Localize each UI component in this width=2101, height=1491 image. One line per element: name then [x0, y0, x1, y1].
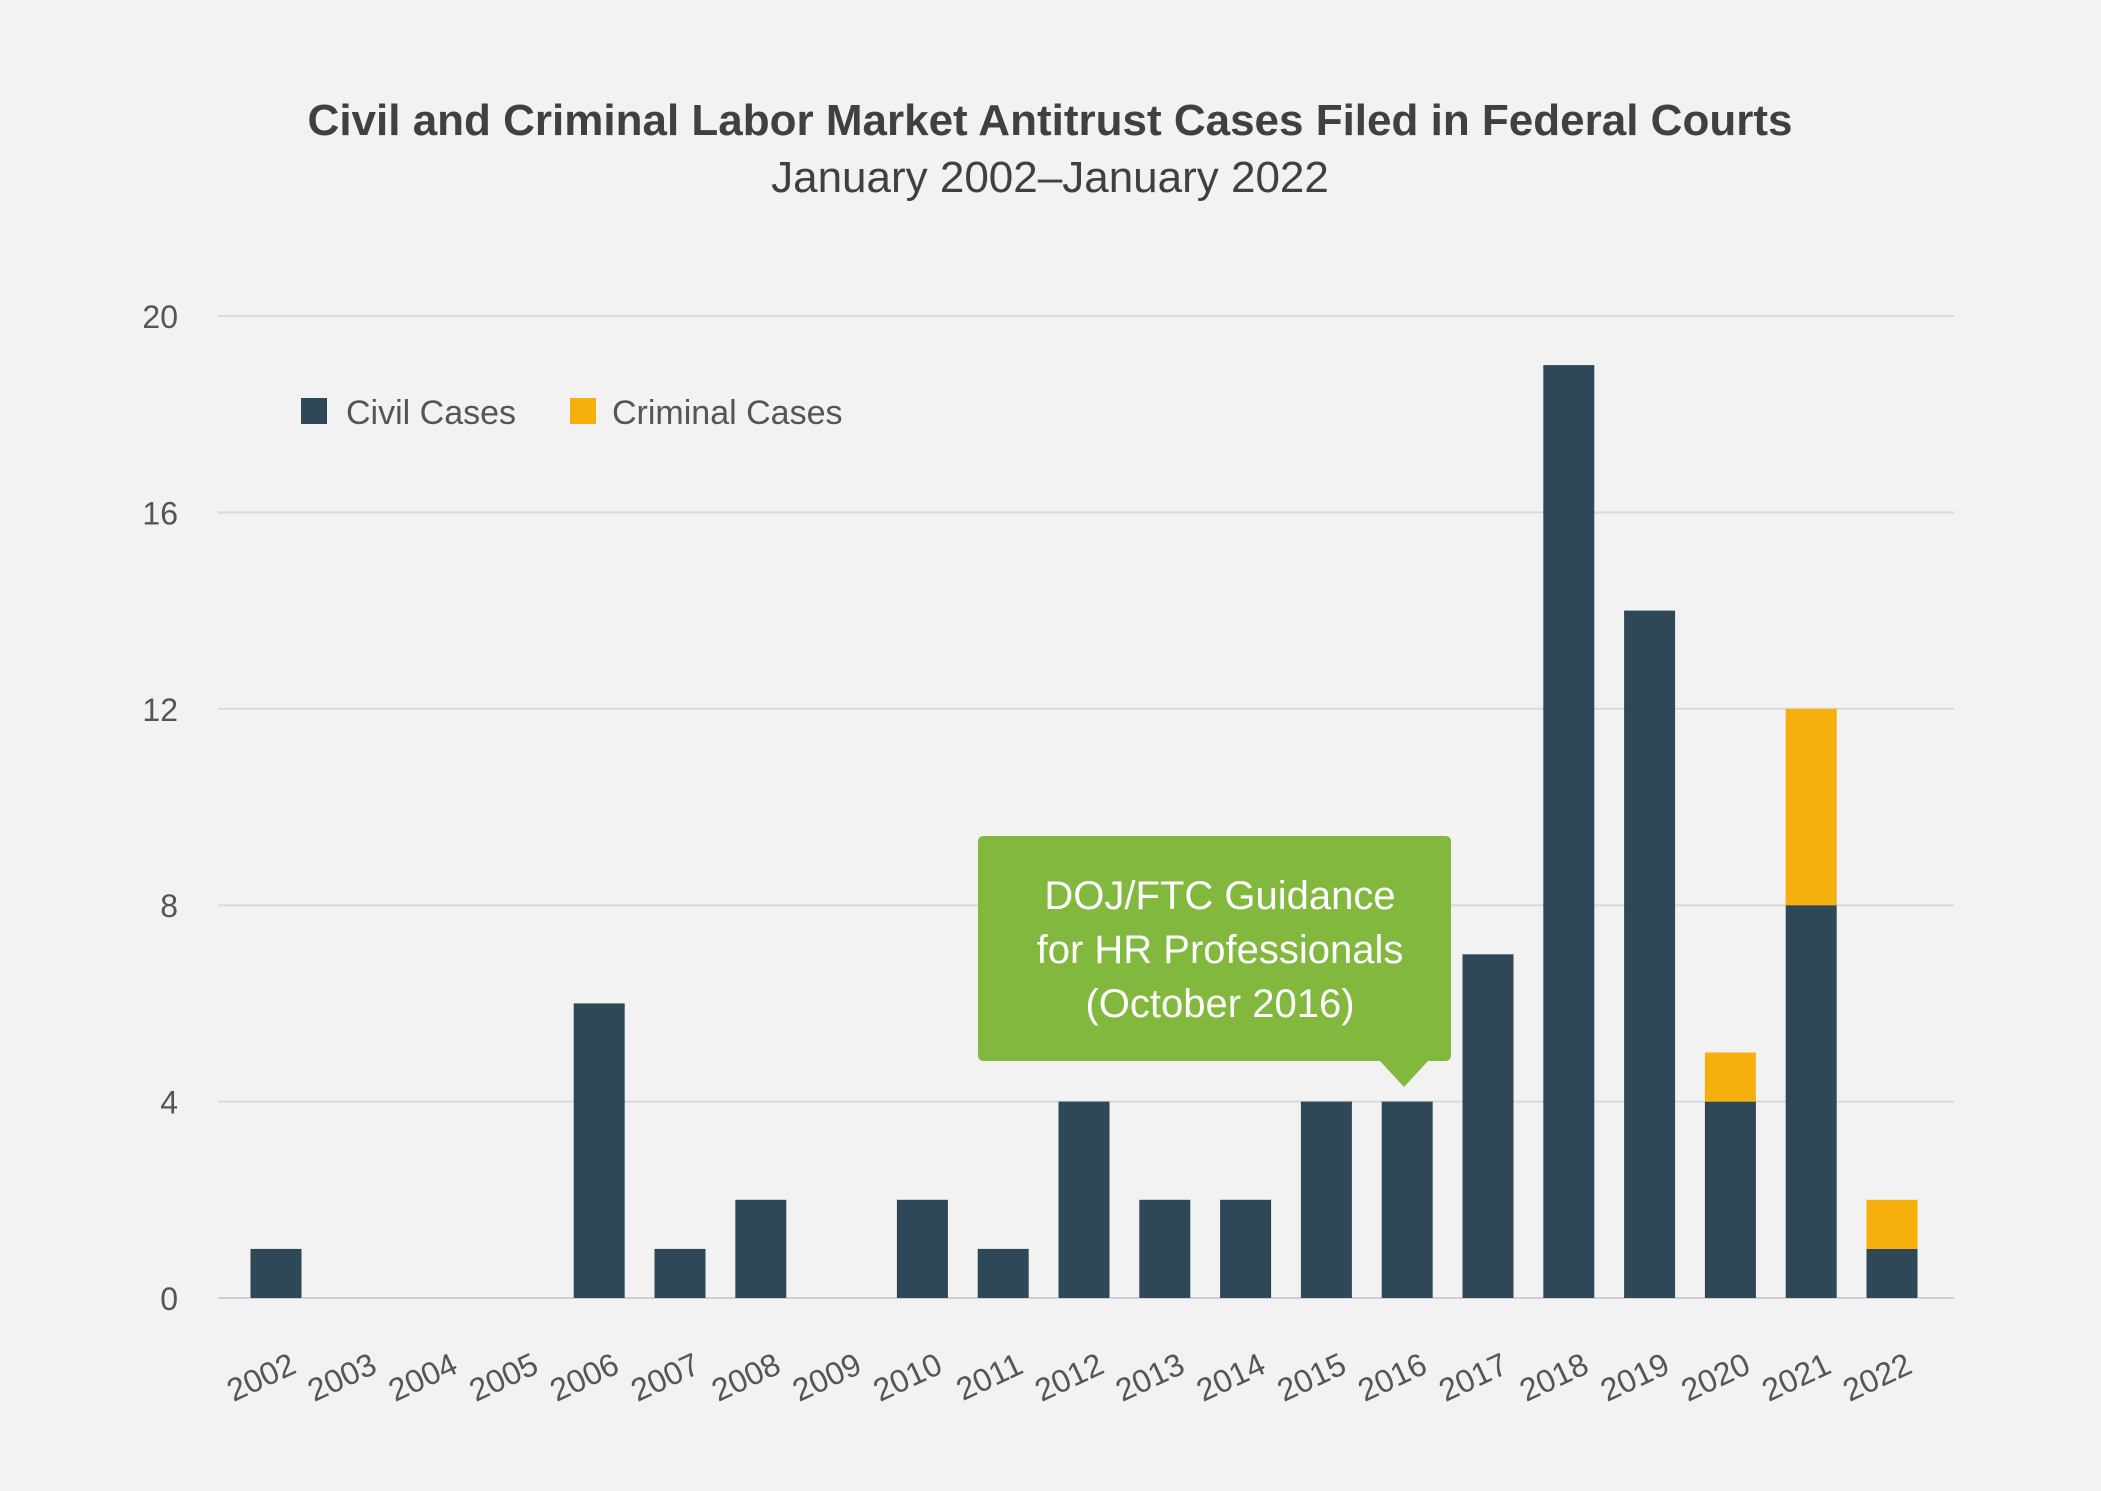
legend-label-civil: Civil Cases — [346, 394, 516, 432]
callout-box — [978, 836, 1451, 1087]
legend: Civil Cases Criminal Cases — [301, 394, 843, 432]
x-tick-label: 2021 — [1756, 1346, 1836, 1409]
bar-criminal-2020 — [1704, 1052, 1756, 1102]
y-tick-label: 12 — [142, 692, 178, 728]
x-tick-label: 2019 — [1595, 1346, 1675, 1409]
x-tick-label: 2012 — [1029, 1346, 1109, 1409]
y-tick-label: 4 — [160, 1085, 178, 1121]
x-tick-label: 2017 — [1433, 1346, 1513, 1409]
y-tick-label: 0 — [160, 1281, 178, 1317]
bar-civil-2015 — [1300, 1101, 1352, 1298]
x-tick-label: 2020 — [1676, 1346, 1756, 1409]
x-tick-label: 2022 — [1837, 1346, 1917, 1409]
chart-title: Civil and Criminal Labor Market Antitrus… — [308, 96, 1793, 145]
bar-civil-2019 — [1624, 610, 1676, 1298]
x-tick-label: 2015 — [1272, 1346, 1352, 1409]
bar-civil-2011 — [977, 1248, 1029, 1298]
bar-civil-2002 — [250, 1248, 302, 1298]
x-tick-label: 2016 — [1352, 1346, 1432, 1409]
bar-civil-2020 — [1704, 1101, 1756, 1298]
bar-civil-2022 — [1866, 1248, 1918, 1298]
bar-civil-2021 — [1785, 905, 1837, 1298]
x-tick-label: 2010 — [868, 1346, 948, 1409]
x-tick-label: 2008 — [706, 1346, 786, 1409]
bar-civil-2017 — [1462, 954, 1514, 1298]
x-tick-label: 2007 — [625, 1346, 705, 1409]
legend-swatch-criminal — [570, 398, 596, 424]
x-tick-label: 2018 — [1514, 1346, 1594, 1409]
x-tick-label: 2003 — [302, 1346, 382, 1409]
bar-civil-2013 — [1139, 1199, 1191, 1298]
legend-swatch-civil — [301, 398, 327, 424]
x-tick-label: 2013 — [1110, 1346, 1190, 1409]
x-tick-label: 2004 — [383, 1346, 463, 1409]
bar-civil-2006 — [573, 1003, 625, 1298]
callout-line-2: for HR Professionals — [1037, 928, 1404, 972]
bar-civil-2014 — [1220, 1199, 1272, 1298]
legend-label-criminal: Criminal Cases — [612, 394, 843, 432]
bar-civil-2018 — [1543, 365, 1595, 1299]
bar-civil-2010 — [896, 1199, 948, 1298]
bar-civil-2008 — [735, 1199, 787, 1298]
y-tick-label: 8 — [160, 888, 178, 924]
bar-criminal-2021 — [1785, 708, 1837, 906]
x-tick-label: 2014 — [1191, 1346, 1271, 1409]
x-tick-label: 2011 — [951, 1346, 1029, 1408]
y-tick-label: 16 — [142, 495, 178, 531]
bar-civil-2012 — [1058, 1101, 1110, 1298]
callout-line-3: (October 2016) — [1085, 982, 1354, 1026]
bar-civil-2016 — [1381, 1101, 1433, 1298]
x-tick-label: 2009 — [787, 1346, 867, 1409]
bar-criminal-2022 — [1866, 1199, 1918, 1249]
x-tick-label: 2005 — [464, 1346, 544, 1409]
y-tick-label: 20 — [142, 299, 178, 335]
annotation-callout: DOJ/FTC Guidance for HR Professionals (O… — [978, 836, 1451, 1087]
bars — [250, 365, 1918, 1299]
x-axis-ticks: 2002 2003 2004 2005 2006 2007 2008 2009 2010 2011… — [221, 1346, 1917, 1409]
chart-subtitle: January 2002–January 2022 — [771, 153, 1329, 202]
x-tick-label: 2002 — [221, 1346, 301, 1409]
callout-line-1: DOJ/FTC Guidance — [1044, 874, 1395, 918]
x-tick-label: 2006 — [544, 1346, 624, 1409]
y-axis-ticks: 0 4 8 12 16 20 — [142, 299, 178, 1317]
bar-civil-2007 — [654, 1248, 706, 1298]
